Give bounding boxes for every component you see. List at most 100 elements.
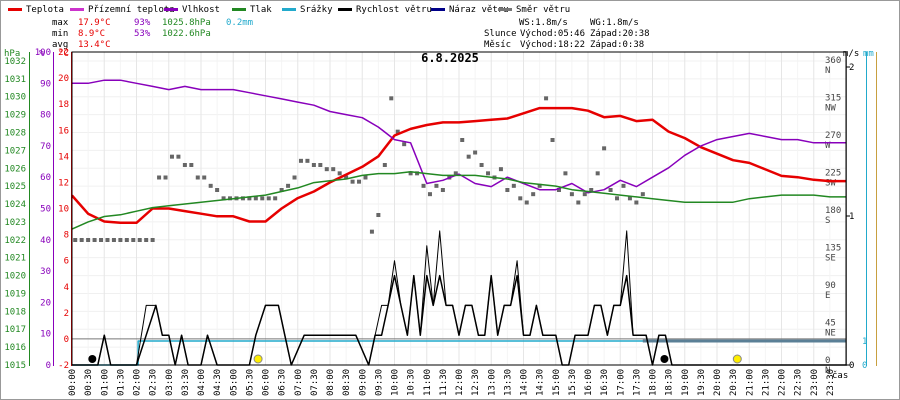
hpa-tick: 1016 xyxy=(4,343,26,353)
wind-speed-now: WS:1.8m/s xyxy=(519,18,568,28)
legend-swatch-tlak xyxy=(232,8,246,11)
wind-direction-point xyxy=(189,163,194,167)
wind-direction-point xyxy=(79,238,84,242)
stats-max-press: 1025.8hPa xyxy=(162,18,211,28)
time-tick: 00:00 xyxy=(68,369,78,396)
wind-direction-point xyxy=(369,229,374,234)
hpa-tick: 1030 xyxy=(4,93,26,103)
time-tick: 11:30 xyxy=(439,369,449,396)
time-tick: 02:30 xyxy=(149,369,159,396)
wind-direction-points xyxy=(73,96,645,242)
wind-direction-point xyxy=(634,200,639,205)
stats-avg-label: avg xyxy=(52,40,68,50)
ms-tick: 1 xyxy=(849,212,854,222)
hpa-tick: 1021 xyxy=(4,254,26,264)
wind-direction-point xyxy=(460,138,465,142)
wind-direction-point xyxy=(247,196,252,201)
hpa-tick: 1024 xyxy=(4,200,26,210)
time-tick: 08:00 xyxy=(326,369,336,396)
series-vlhkost xyxy=(72,79,846,194)
wind-direction-point xyxy=(208,183,213,188)
time-tick: 21:00 xyxy=(745,369,755,396)
stats-max-temp: 17.9°C xyxy=(78,18,111,28)
hpa-tick: 1028 xyxy=(4,128,26,138)
wind-direction-point xyxy=(524,200,529,205)
time-tick: 07:30 xyxy=(310,369,320,396)
pct-tick: 30 xyxy=(40,267,51,277)
series-tlak xyxy=(71,171,846,230)
time-tick: 19:30 xyxy=(697,369,707,396)
stats-max-label: max xyxy=(52,18,69,28)
dir-tick-label: NE xyxy=(825,329,836,339)
time-tick: 00:30 xyxy=(84,369,94,396)
time-tick: 20:30 xyxy=(729,369,739,396)
wind-direction-point xyxy=(376,213,381,217)
wind-direction-point xyxy=(518,196,523,201)
time-tick: 14:30 xyxy=(536,369,546,396)
time-tick: 05:30 xyxy=(245,369,255,396)
wind-direction-point xyxy=(111,238,116,242)
legend-swatch-naraz-vetru xyxy=(431,8,445,11)
time-tick: 07:00 xyxy=(294,369,304,396)
time-tick: 13:30 xyxy=(503,369,513,396)
wind-direction-point xyxy=(402,142,407,147)
dir-tick-label: SW xyxy=(825,179,836,189)
time-ticks: 00:00 00:30 01:00 01:30 02:00 02:30 03:00 03:30… xyxy=(68,369,836,396)
time-tick: 02:00 xyxy=(133,369,143,396)
wind-direction-point xyxy=(357,179,362,184)
pct-tick: 40 xyxy=(40,236,51,246)
wind-direction-point xyxy=(221,196,226,201)
wind-direction-point xyxy=(569,192,574,197)
hpa-tick: 1018 xyxy=(4,307,26,317)
wind-direction-point xyxy=(215,188,220,192)
temp-tick: 0 xyxy=(64,335,69,345)
legend: Teplota Přízemní teplota Vlhkost Tlak Srážky… xyxy=(8,5,570,15)
info-block: WS:1.8m/s WG:1.8m/s Slunce Východ:05:46 … xyxy=(484,18,650,50)
axis-ticks: 1015101610171018101910201021102210231024… xyxy=(4,48,867,376)
dir-tick-label: W xyxy=(825,141,831,151)
wind-direction-point xyxy=(279,188,284,192)
wind-direction-point xyxy=(576,200,581,205)
dir-tick-deg: 135 xyxy=(825,244,841,254)
chart-title: 6.8.2025 xyxy=(421,51,479,65)
wind-direction-point xyxy=(131,238,136,242)
hpa-tick: 1031 xyxy=(4,75,26,85)
wind-direction-point xyxy=(408,171,413,176)
legend-label-naraz-vetru: Náraz větru xyxy=(449,5,509,15)
mm-unit: mm xyxy=(863,49,874,59)
hpa-tick: 1017 xyxy=(4,325,26,335)
wind-direction-point xyxy=(556,188,561,192)
pct-tick: 20 xyxy=(40,298,51,308)
dir-tick-deg: 45 xyxy=(825,319,836,329)
wind-direction-point xyxy=(292,175,297,180)
wind-direction-point xyxy=(195,175,200,180)
dir-tick-label: N xyxy=(825,366,830,376)
hpa-tick: 1032 xyxy=(4,57,26,67)
wind-direction-point xyxy=(537,183,542,188)
ms-tick: 0 xyxy=(849,361,854,371)
temp-tick: 20 xyxy=(58,74,69,84)
temp-tick: 2 xyxy=(64,309,69,319)
wind-direction-point xyxy=(602,146,607,151)
time-tick: 06:00 xyxy=(262,369,272,396)
wind-direction-point xyxy=(182,163,187,167)
time-tick: 16:00 xyxy=(584,369,594,396)
time-axis-label: čas xyxy=(832,370,848,381)
temp-tick: 22 xyxy=(58,48,69,58)
wind-direction-point xyxy=(253,196,258,201)
wind-direction-point xyxy=(434,183,439,188)
time-tick: 22:30 xyxy=(794,369,804,396)
sunset-time: Západ:20:38 xyxy=(590,29,650,39)
hpa-tick: 1019 xyxy=(4,289,26,299)
wind-direction-point xyxy=(202,175,207,180)
legend-label-srazky: Srážky xyxy=(300,5,333,15)
wind-direction-point xyxy=(318,163,323,167)
time-tick: 22:00 xyxy=(778,369,788,396)
wind-direction-point xyxy=(498,167,503,172)
wind-direction-point xyxy=(298,158,303,163)
time-tick: 10:00 xyxy=(391,369,401,396)
stats-max-hum: 93% xyxy=(134,18,151,28)
legend-swatch-smer-vetru xyxy=(498,8,512,11)
temp-tick: 16 xyxy=(58,126,69,136)
wind-direction-point xyxy=(105,238,110,242)
